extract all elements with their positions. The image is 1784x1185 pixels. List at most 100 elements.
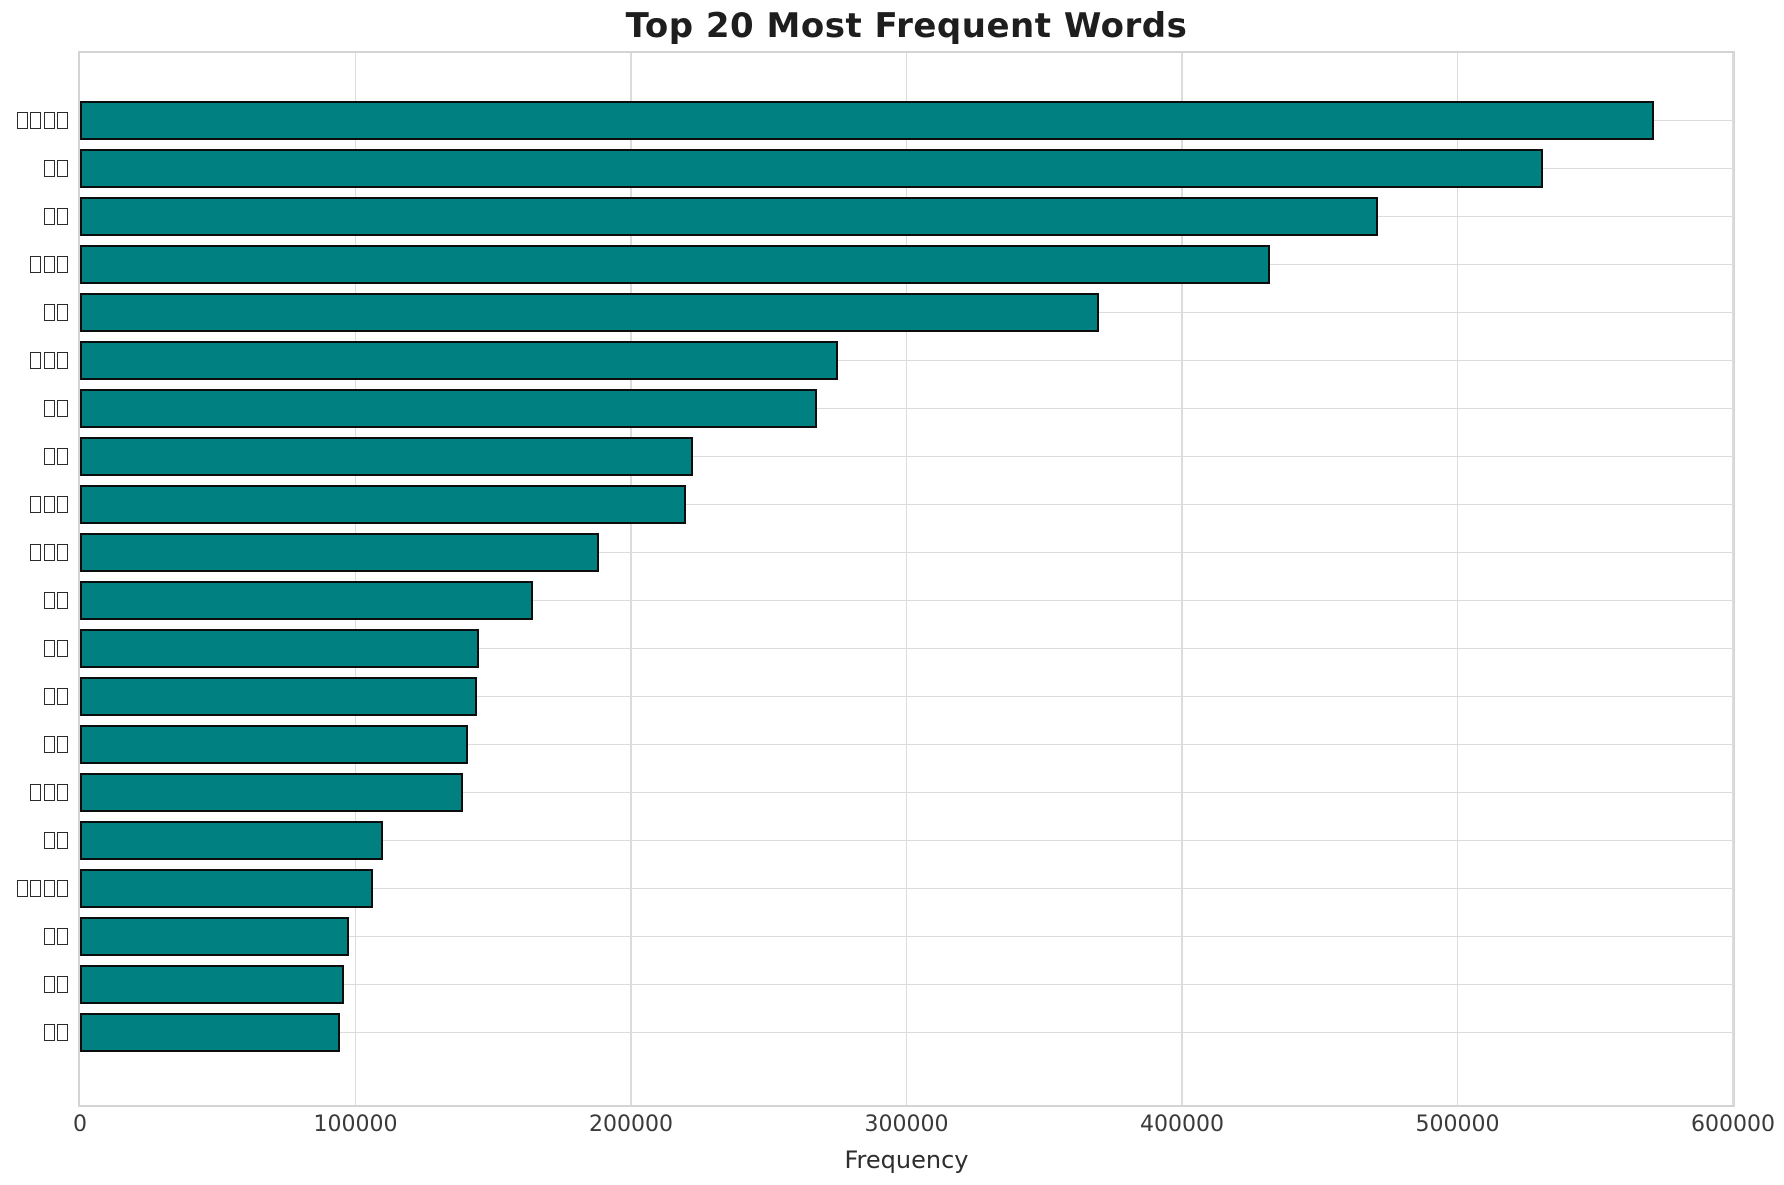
missing-glyph-box [43,352,55,369]
y-tick-label-20 [0,1024,68,1042]
missing-glyph-box [43,208,55,225]
horizontal-gridline [80,887,1733,890]
missing-glyph-box [57,688,68,705]
bar-row-18 [80,917,349,956]
missing-glyph-box [57,640,68,657]
missing-glyph-box [43,688,55,705]
missing-glyph-box [57,880,68,897]
y-tick-label-6 [0,352,68,370]
missing-glyph-box [30,352,41,369]
missing-glyph-box [57,976,68,993]
missing-glyph-box [57,448,68,465]
missing-glyph-box [16,880,28,897]
missing-glyph-box [57,832,68,849]
y-tick-label-1 [0,112,68,130]
bar-row-20 [80,1013,341,1052]
y-tick-label-9 [0,496,68,514]
x-axis-label: Frequency [844,1146,969,1174]
missing-glyph-box [43,160,55,177]
y-tick-label-3 [0,208,68,226]
bar-row-2 [80,149,1543,188]
missing-glyph-box [43,304,55,321]
bar-row-14 [80,725,469,764]
bar-row-9 [80,485,687,524]
missing-glyph-box [43,544,55,561]
x-tick-label-200000: 200000 [589,1112,673,1137]
missing-glyph-box [43,928,55,945]
y-tick-label-15 [0,784,68,802]
missing-glyph-box [30,784,41,801]
y-tick-label-2 [0,160,68,178]
chart-title: Top 20 Most Frequent Words [625,6,1188,46]
horizontal-gridline [80,1031,1733,1034]
missing-glyph-box [30,112,41,129]
missing-glyph-box [57,1024,68,1041]
missing-glyph-box [57,256,68,273]
missing-glyph-box [57,496,68,513]
plot-area [80,53,1734,1105]
bar-row-1 [80,101,1655,140]
missing-glyph-box [43,256,55,273]
missing-glyph-box [57,304,68,321]
y-tick-label-14 [0,736,68,754]
x-tick-label-400000: 400000 [1140,1112,1224,1137]
missing-glyph-box [57,112,68,129]
y-tick-label-7 [0,400,68,418]
missing-glyph-box [57,400,68,417]
y-tick-label-18 [0,928,68,946]
bar-row-19 [80,965,345,1004]
bar-row-10 [80,533,600,572]
missing-glyph-box [43,736,55,753]
bar-row-15 [80,773,463,812]
missing-glyph-box [57,544,68,561]
missing-glyph-box [30,544,41,561]
bar-row-17 [80,869,374,908]
bar-row-11 [80,581,534,620]
vertical-gridline [630,53,632,1105]
bar-row-6 [80,341,838,380]
vertical-gridline [354,53,357,1105]
missing-glyph-box [43,496,55,513]
x-tick-label-500000: 500000 [1415,1112,1500,1137]
x-tick-label-300000: 300000 [864,1112,949,1137]
missing-glyph-box [43,448,55,465]
vertical-gridline [1732,53,1734,1105]
missing-glyph-box [57,736,68,753]
horizontal-gridline [80,503,1733,506]
x-tick-label-0: 0 [73,1112,87,1137]
y-tick-label-11 [0,592,68,610]
horizontal-gridline [80,359,1733,362]
vertical-gridline [1456,53,1459,1105]
missing-glyph-box [57,592,68,609]
bar-row-7 [80,389,817,428]
vertical-gridline [905,53,908,1105]
horizontal-gridline [80,983,1733,986]
horizontal-gridline [80,839,1733,842]
missing-glyph-box [30,496,41,513]
missing-glyph-box [57,784,68,801]
horizontal-gridline [80,935,1733,938]
missing-glyph-box [43,640,55,657]
bar-row-16 [80,821,384,860]
bar-row-4 [80,245,1271,284]
missing-glyph-box [43,1024,55,1041]
missing-glyph-box [30,256,41,273]
horizontal-gridline [80,743,1733,746]
missing-glyph-box [43,112,55,129]
missing-glyph-box [30,880,41,897]
missing-glyph-box [57,208,68,225]
horizontal-gridline [80,647,1733,650]
x-tick-label-100000: 100000 [313,1112,398,1137]
y-tick-label-19 [0,976,68,994]
bar-row-13 [80,677,477,716]
bar-row-3 [80,197,1378,236]
bar-row-8 [80,437,693,476]
missing-glyph-box [43,832,55,849]
missing-glyph-box [57,928,68,945]
y-tick-label-17 [0,880,68,898]
y-tick-label-5 [0,304,68,322]
horizontal-gridline [80,695,1733,698]
horizontal-gridline [80,791,1733,794]
missing-glyph-box [43,400,55,417]
